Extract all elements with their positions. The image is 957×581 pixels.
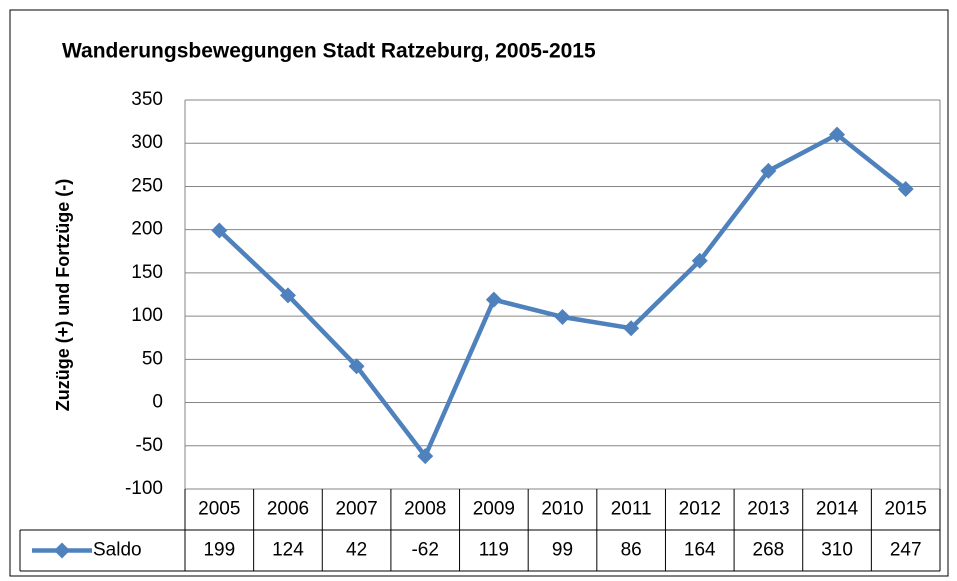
- marker: [485, 291, 502, 308]
- marker: [348, 358, 365, 375]
- y-tick-label: -50: [136, 435, 163, 456]
- y-tick-label: 50: [142, 348, 163, 369]
- legend-key: [54, 542, 70, 559]
- x-tick-label: 2007: [335, 499, 377, 520]
- x-tick-label: 2015: [885, 499, 927, 520]
- table-value: 42: [346, 540, 367, 561]
- x-tick-label: 2005: [198, 499, 240, 520]
- marker: [279, 287, 296, 304]
- table-value: 164: [684, 540, 716, 561]
- y-tick-label: -100: [125, 478, 163, 499]
- y-tick-label: 100: [131, 305, 163, 326]
- x-tick-label: 2009: [473, 499, 515, 520]
- marker: [897, 181, 914, 198]
- marker: [623, 320, 640, 337]
- marker: [417, 448, 434, 465]
- x-tick-label: 2011: [611, 499, 652, 520]
- x-tick-label: 2010: [541, 499, 583, 520]
- table-value: -62: [411, 540, 438, 561]
- legend-label: Saldo: [93, 540, 142, 561]
- table-value: 124: [272, 540, 304, 561]
- table-value: 247: [890, 540, 922, 561]
- table-value: 99: [552, 540, 573, 561]
- marker: [829, 126, 846, 143]
- x-tick-label: 2006: [267, 499, 309, 520]
- x-tick-label: 2008: [404, 499, 446, 520]
- x-tick-label: 2012: [679, 499, 721, 520]
- table-value: 86: [621, 540, 642, 561]
- y-axis-label: Zuzüge (+) und Fortzüge (-): [53, 179, 73, 411]
- x-tick-label: 2014: [816, 499, 859, 520]
- y-tick-label: 150: [131, 262, 163, 283]
- y-tick-label: 200: [131, 219, 163, 240]
- y-tick-label: 350: [131, 89, 163, 110]
- y-tick-label: 300: [131, 132, 163, 153]
- marker: [691, 252, 708, 269]
- chart-frame: [9, 9, 949, 577]
- y-tick-label: 0: [152, 392, 163, 413]
- table-value: 199: [203, 540, 235, 561]
- chart-title: Wanderungsbewegungen Stadt Ratzeburg, 20…: [62, 40, 596, 63]
- y-tick-label: 250: [131, 175, 163, 196]
- table-value: 119: [479, 540, 509, 561]
- marker: [760, 162, 777, 179]
- table-value: 268: [753, 540, 785, 561]
- x-tick-label: 2013: [747, 499, 789, 520]
- marker: [211, 222, 228, 239]
- marker: [554, 308, 571, 325]
- table-value: 310: [821, 540, 853, 561]
